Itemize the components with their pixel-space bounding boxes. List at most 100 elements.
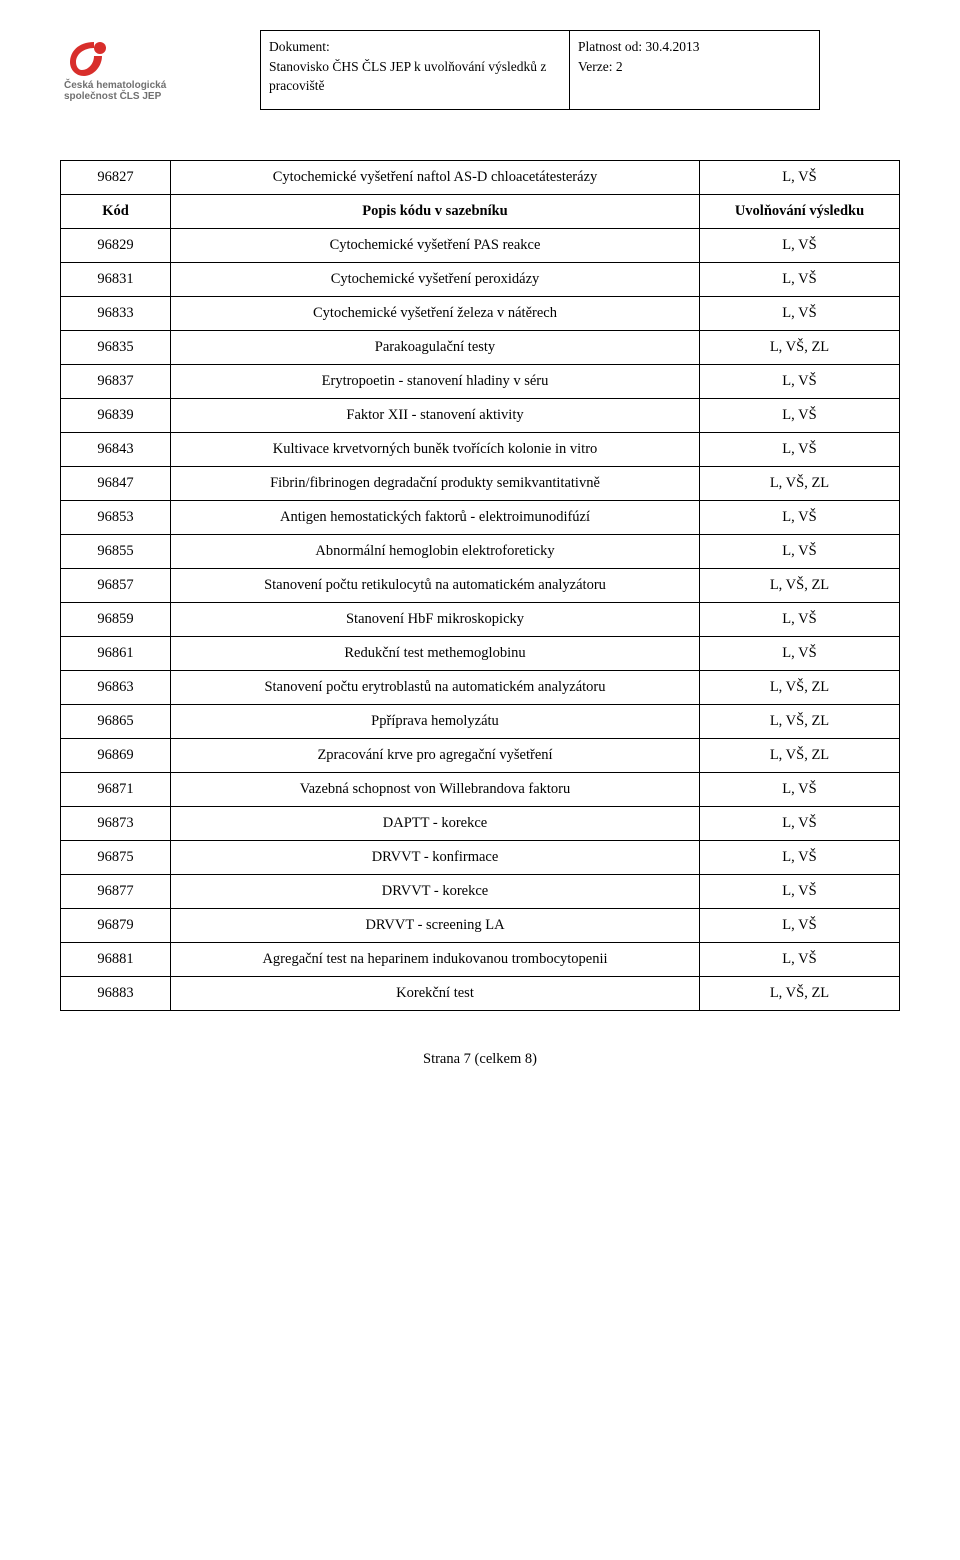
code-cell: 96837 <box>61 365 171 399</box>
release-cell: L, VŠ, ZL <box>700 739 900 773</box>
desc-cell: Agregační test na heparinem indukovanou … <box>171 943 700 977</box>
code-cell: 96873 <box>61 807 171 841</box>
col-desc: Popis kódu v sazebníku <box>171 195 700 229</box>
code-cell: 96877 <box>61 875 171 909</box>
validity-value: 30.4.2013 <box>646 39 700 54</box>
desc-cell: DAPTT - korekce <box>171 807 700 841</box>
desc-cell: Parakoagulační testy <box>171 331 700 365</box>
table-row: 96837Erytropoetin - stanovení hladiny v … <box>61 365 900 399</box>
code-cell: 96847 <box>61 467 171 501</box>
code-cell: 96881 <box>61 943 171 977</box>
code-cell: 96869 <box>61 739 171 773</box>
code-cell: 96883 <box>61 977 171 1011</box>
code-cell: 96853 <box>61 501 171 535</box>
table-row: 96869Zpracování krve pro agregační vyšet… <box>61 739 900 773</box>
code-cell: 96843 <box>61 433 171 467</box>
desc-cell: Fibrin/fibrinogen degradační produkty se… <box>171 467 700 501</box>
header-document-cell: Dokument: Stanovisko ČHS ČLS JEP k uvolň… <box>260 30 570 110</box>
desc-cell: Cytochemické vyšetření železa v nátěrech <box>171 297 700 331</box>
desc-cell: Cytochemické vyšetření peroxidázy <box>171 263 700 297</box>
desc-cell: Cytochemické vyšetření naftol AS-D chloa… <box>171 161 700 195</box>
table-row: 96847Fibrin/fibrinogen degradační produk… <box>61 467 900 501</box>
desc-cell: DRVVT - konfirmace <box>171 841 700 875</box>
code-cell: 96827 <box>61 161 171 195</box>
doc-label: Dokument: <box>269 39 330 54</box>
table-row: 96843Kultivace krvetvorných buněk tvoříc… <box>61 433 900 467</box>
release-cell: L, VŠ, ZL <box>700 467 900 501</box>
code-cell: 96835 <box>61 331 171 365</box>
release-cell: L, VŠ <box>700 773 900 807</box>
desc-cell: Korekční test <box>171 977 700 1011</box>
release-cell: L, VŠ <box>700 161 900 195</box>
code-cell: 96839 <box>61 399 171 433</box>
release-cell: L, VŠ <box>700 263 900 297</box>
table-row: 96835Parakoagulační testyL, VŠ, ZL <box>61 331 900 365</box>
table-row: 96857Stanovení počtu retikulocytů na aut… <box>61 569 900 603</box>
table-row: 96831Cytochemické vyšetření peroxidázyL,… <box>61 263 900 297</box>
release-cell: L, VŠ <box>700 603 900 637</box>
desc-cell: Stanovení počtu retikulocytů na automati… <box>171 569 700 603</box>
logo-block: Česká hematologická společnost ČLS JEP <box>60 30 260 110</box>
table-header-row: Kód Popis kódu v sazebníku Uvolňování vý… <box>61 195 900 229</box>
code-cell: 96831 <box>61 263 171 297</box>
table-row: 96865Ppříprava hemolyzátuL, VŠ, ZL <box>61 705 900 739</box>
code-cell: 96833 <box>61 297 171 331</box>
col-rel: Uvolňování výsledku <box>700 195 900 229</box>
desc-cell: DRVVT - screening LA <box>171 909 700 943</box>
code-cell: 96871 <box>61 773 171 807</box>
code-cell: 96859 <box>61 603 171 637</box>
doc-title: Stanovisko ČHS ČLS JEP k uvolňování výsl… <box>269 59 546 94</box>
version-value: 2 <box>616 59 623 74</box>
release-cell: L, VŠ <box>700 399 900 433</box>
release-cell: L, VŠ, ZL <box>700 977 900 1011</box>
version-label: Verze: <box>578 59 612 74</box>
code-cell: 96861 <box>61 637 171 671</box>
code-cell: 96875 <box>61 841 171 875</box>
desc-cell: Erytropoetin - stanovení hladiny v séru <box>171 365 700 399</box>
table-row: 96863Stanovení počtu erytroblastů na aut… <box>61 671 900 705</box>
desc-cell: Stanovení HbF mikroskopicky <box>171 603 700 637</box>
desc-cell: Ppříprava hemolyzátu <box>171 705 700 739</box>
desc-cell: Redukční test methemoglobinu <box>171 637 700 671</box>
desc-cell: Vazebná schopnost von Willebrandova fakt… <box>171 773 700 807</box>
table-row: 96879DRVVT - screening LAL, VŠ <box>61 909 900 943</box>
desc-cell: Abnormální hemoglobin elektroforeticky <box>171 535 700 569</box>
page-footer: Strana 7 (celkem 8) <box>60 1051 900 1068</box>
validity-label: Platnost od: <box>578 39 642 54</box>
table-row: 96827 Cytochemické vyšetření naftol AS-D… <box>61 161 900 195</box>
release-cell: L, VŠ <box>700 943 900 977</box>
code-cell: 96855 <box>61 535 171 569</box>
release-cell: L, VŠ <box>700 637 900 671</box>
table-row: 96871Vazebná schopnost von Willebrandova… <box>61 773 900 807</box>
table-row: 96883Korekční testL, VŠ, ZL <box>61 977 900 1011</box>
table-row: 96829Cytochemické vyšetření PAS reakceL,… <box>61 229 900 263</box>
desc-cell: Antigen hemostatických faktorů - elektro… <box>171 501 700 535</box>
table-row: 96873DAPTT - korekceL, VŠ <box>61 807 900 841</box>
code-cell: 96865 <box>61 705 171 739</box>
release-cell: L, VŠ <box>700 535 900 569</box>
table-body: 96827 Cytochemické vyšetření naftol AS-D… <box>61 161 900 1011</box>
desc-cell: Faktor XII - stanovení aktivity <box>171 399 700 433</box>
table-row: 96861Redukční test methemoglobinuL, VŠ <box>61 637 900 671</box>
release-cell: L, VŠ <box>700 433 900 467</box>
col-code: Kód <box>61 195 171 229</box>
header-meta-cell: Platnost od: 30.4.2013 Verze: 2 <box>570 30 820 110</box>
desc-cell: Kultivace krvetvorných buněk tvořících k… <box>171 433 700 467</box>
page: Česká hematologická společnost ČLS JEP D… <box>0 0 960 1560</box>
logo-icon <box>64 38 110 78</box>
table-row: 96853Antigen hemostatických faktorů - el… <box>61 501 900 535</box>
release-cell: L, VŠ <box>700 365 900 399</box>
release-cell: L, VŠ, ZL <box>700 569 900 603</box>
logo-text-line1: Česká hematologická <box>64 80 166 91</box>
code-cell: 96829 <box>61 229 171 263</box>
release-cell: L, VŠ, ZL <box>700 671 900 705</box>
release-cell: L, VŠ <box>700 841 900 875</box>
release-cell: L, VŠ <box>700 501 900 535</box>
desc-cell: Zpracování krve pro agregační vyšetření <box>171 739 700 773</box>
code-cell: 96879 <box>61 909 171 943</box>
page-number: Strana 7 (celkem 8) <box>423 1051 537 1067</box>
table-row: 96839Faktor XII - stanovení aktivityL, V… <box>61 399 900 433</box>
release-cell: L, VŠ <box>700 229 900 263</box>
table-row: 96855Abnormální hemoglobin elektroforeti… <box>61 535 900 569</box>
document-header: Česká hematologická společnost ČLS JEP D… <box>60 30 900 110</box>
